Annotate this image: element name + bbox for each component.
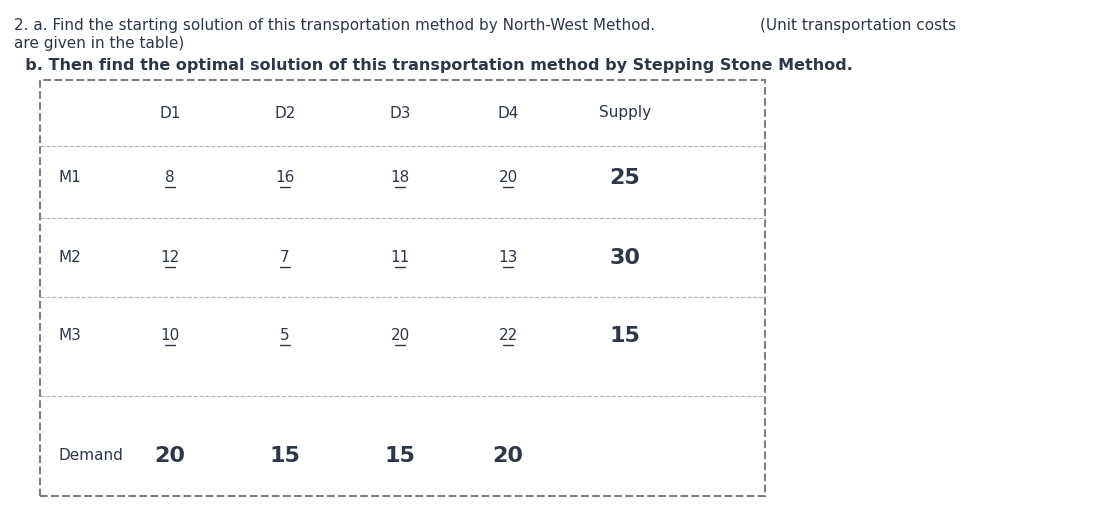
Text: 20: 20 — [499, 171, 517, 185]
Text: 18: 18 — [390, 171, 410, 185]
Text: Demand: Demand — [58, 448, 123, 464]
Text: 20: 20 — [154, 446, 185, 466]
Text: 15: 15 — [384, 446, 416, 466]
Text: 22: 22 — [499, 328, 517, 344]
Text: 30: 30 — [609, 248, 640, 268]
Text: 11: 11 — [390, 250, 410, 266]
Text: D4: D4 — [497, 106, 519, 120]
Text: (Unit transportation costs: (Unit transportation costs — [760, 18, 956, 33]
Text: M1: M1 — [58, 171, 81, 185]
Text: 12: 12 — [161, 250, 179, 266]
Text: 20: 20 — [492, 446, 523, 466]
Text: 25: 25 — [609, 168, 640, 188]
Text: D2: D2 — [275, 106, 296, 120]
Bar — [40, 80, 765, 496]
Text: 15: 15 — [609, 326, 640, 346]
Text: D3: D3 — [389, 106, 411, 120]
Text: D1: D1 — [160, 106, 181, 120]
Text: 2. a. Find the starting solution of this transportation method by North-West Met: 2. a. Find the starting solution of this… — [14, 18, 655, 33]
Text: 20: 20 — [390, 328, 410, 344]
Text: M3: M3 — [58, 328, 81, 344]
Text: 13: 13 — [499, 250, 517, 266]
Text: 15: 15 — [269, 446, 300, 466]
Text: Supply: Supply — [599, 106, 652, 120]
Text: M2: M2 — [58, 250, 81, 266]
Text: 5: 5 — [280, 328, 290, 344]
Text: b. Then find the optimal solution of this transportation method by Stepping Ston: b. Then find the optimal solution of thi… — [14, 58, 853, 73]
Text: 8: 8 — [165, 171, 175, 185]
Text: are given in the table): are given in the table) — [14, 36, 184, 51]
Text: 7: 7 — [280, 250, 290, 266]
Text: 16: 16 — [275, 171, 295, 185]
Text: 10: 10 — [161, 328, 179, 344]
